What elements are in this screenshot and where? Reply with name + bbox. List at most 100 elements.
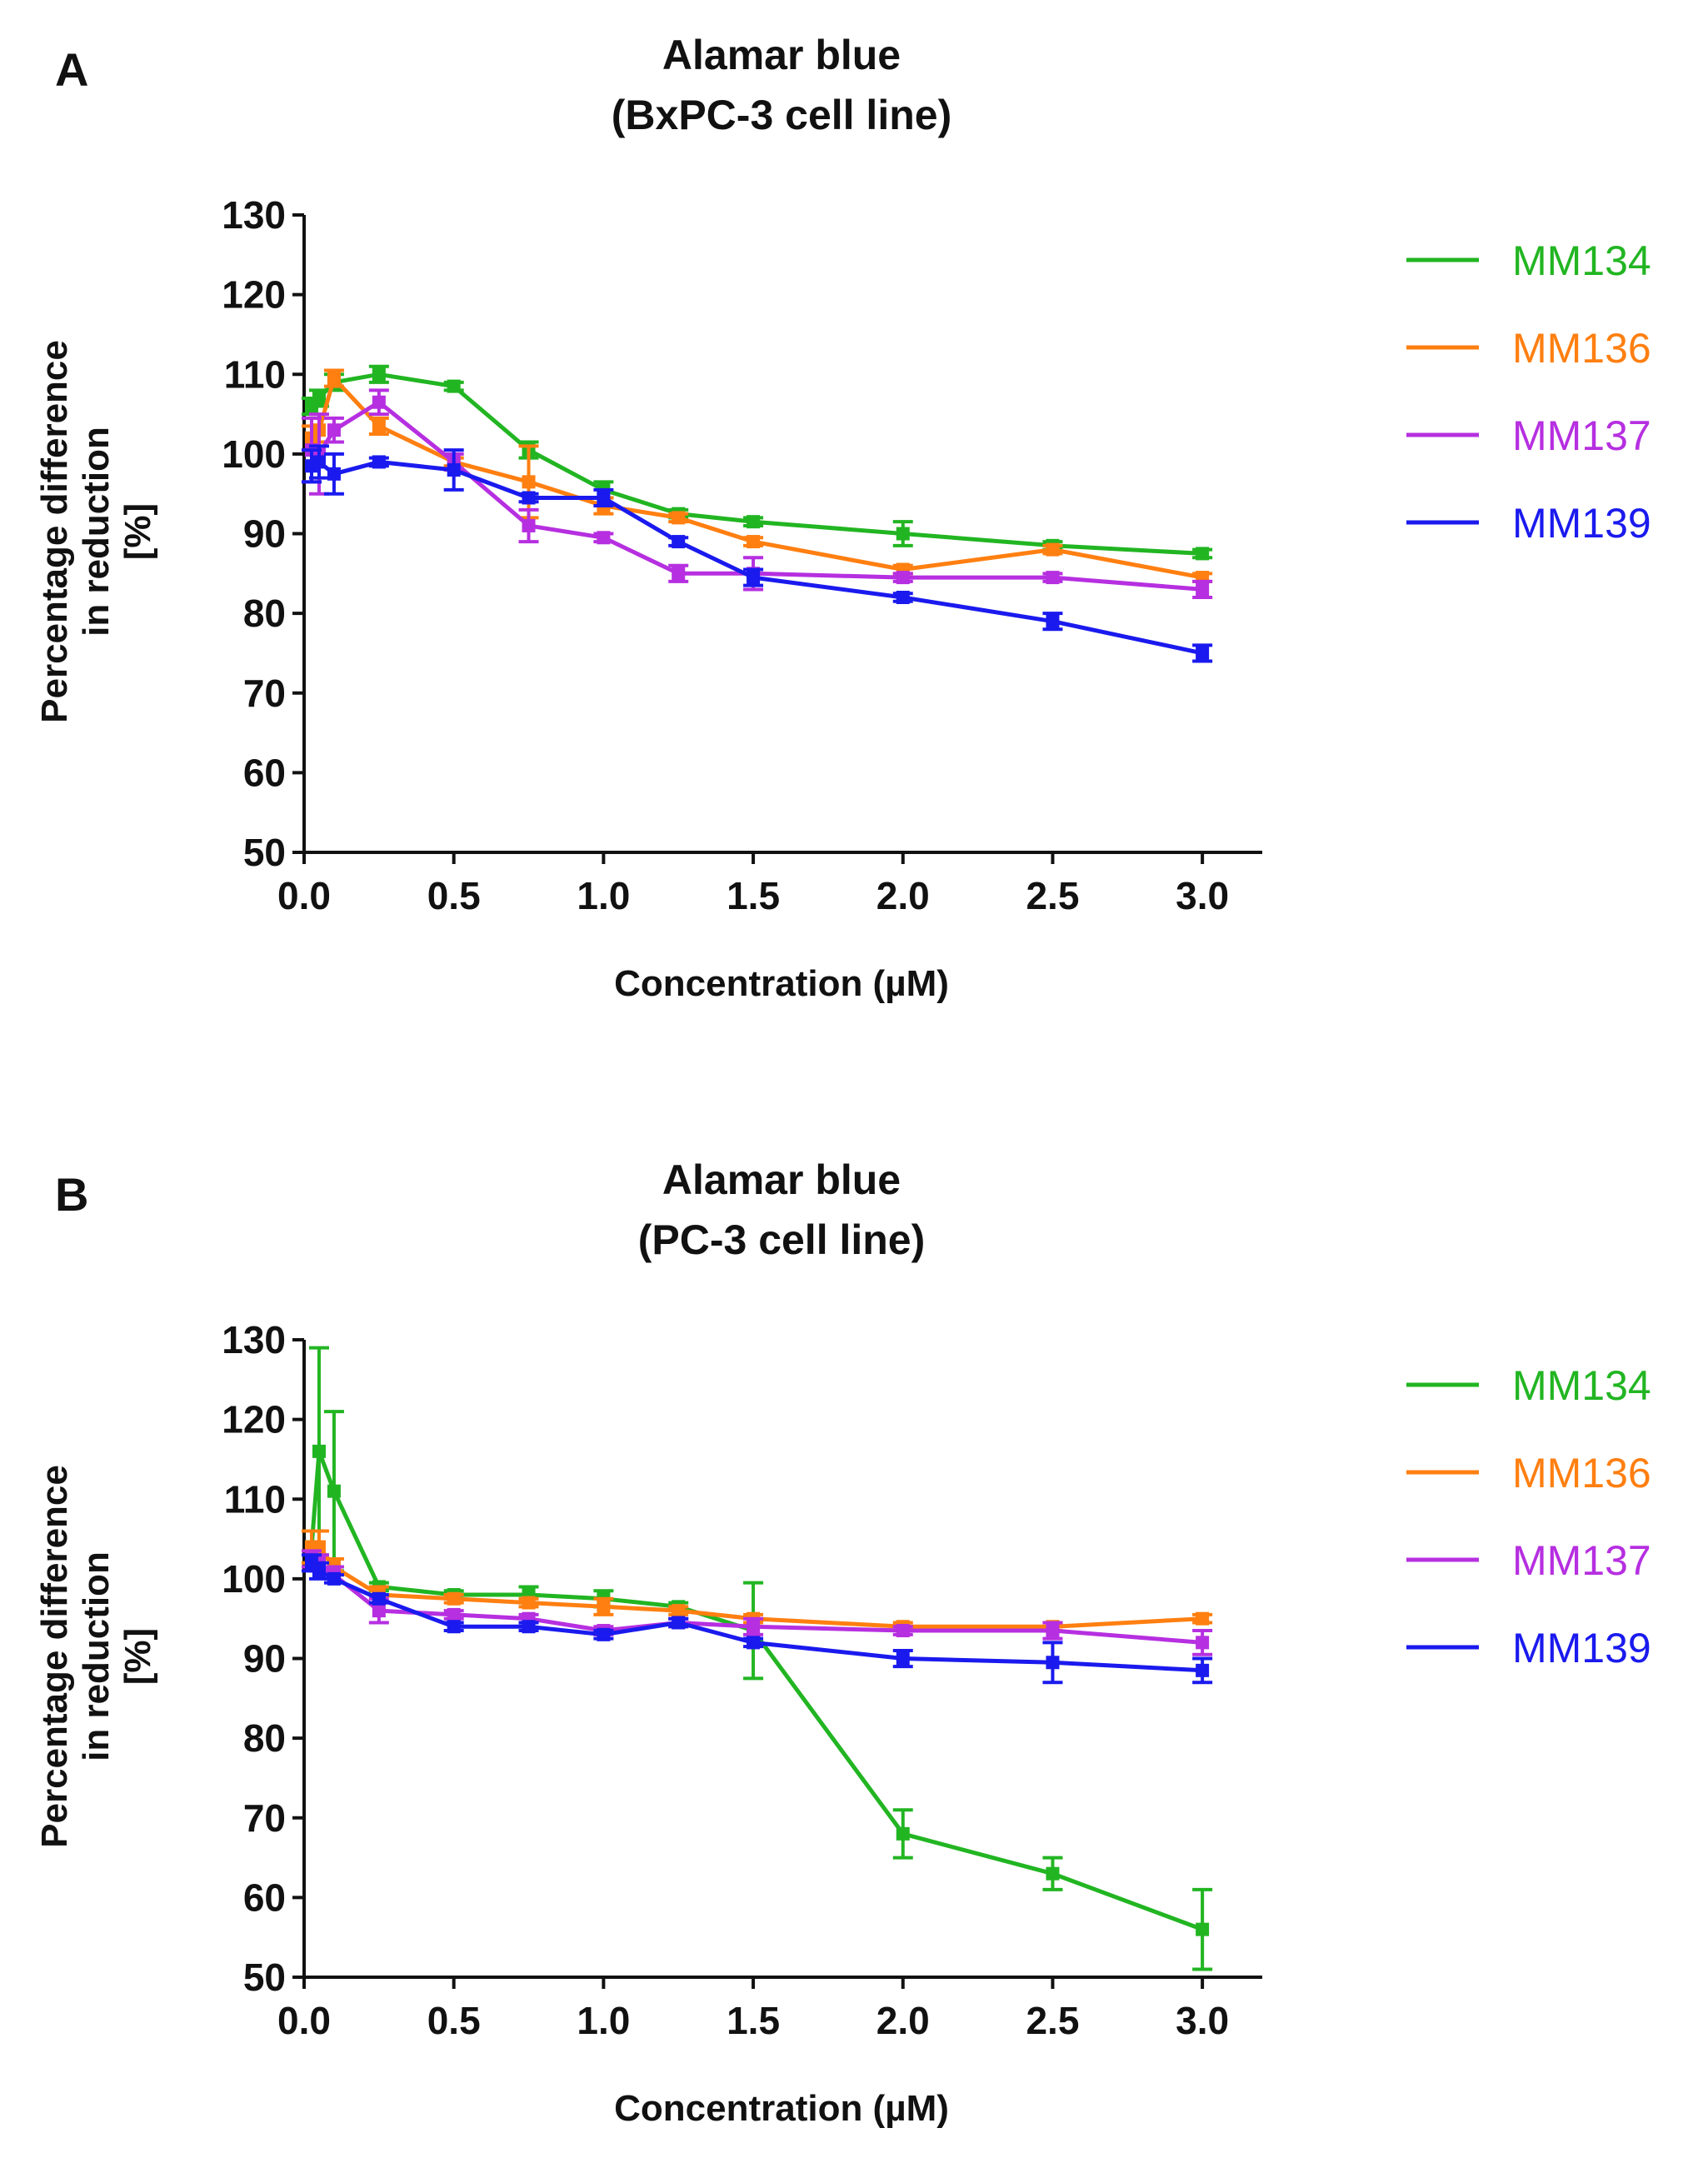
panel-a: A Alamar blue (BxPC-3 cell line) Concent… [34,32,1651,1004]
x-tick-label: 0.0 [277,1999,331,2042]
y-tick-label: 50 [243,831,286,874]
y-tick-label: 130 [222,1318,286,1361]
data-point [312,455,326,469]
y-axis-label-line-1: Percentage difference [34,1465,75,1848]
y-axis-label-line-2: in reduction [76,427,117,637]
series-mm139 [301,444,1213,663]
y-tick-label: 80 [243,592,286,635]
data-point [312,1564,326,1578]
legend-label: MM139 [1512,500,1651,547]
y-tick-label: 70 [243,672,286,715]
series-line [309,1449,1203,1931]
data-point [747,535,761,549]
x-axis-label: Concentration (µM) [614,963,949,1004]
data-point [672,567,686,581]
legend-label: MM139 [1512,1625,1651,1671]
data-point [597,491,611,505]
data-point [447,1620,461,1634]
x-tick-label: 0.0 [277,874,331,917]
y-tick-label: 90 [243,512,286,556]
panel-letter: A [55,43,88,96]
data-point [747,515,761,529]
data-point [896,1624,910,1638]
data-point [447,463,461,477]
legend-label: MM136 [1512,1450,1651,1496]
x-tick-label: 1.0 [577,874,630,917]
data-point [447,1607,461,1621]
legend-item-mm139: MM139 [1406,1625,1651,1671]
data-point [522,1596,536,1610]
y-tick-label: 110 [224,1477,286,1521]
y-tick-label: 50 [243,1956,286,1999]
x-tick-label: 3.0 [1176,874,1229,917]
data-point [327,423,341,437]
data-point [327,467,341,481]
series-mm134 [301,1346,1213,1971]
data-point [597,531,611,545]
data-point [1046,614,1060,628]
data-point [1196,1922,1210,1936]
chart-title: Alamar blue [662,1156,901,1203]
data-point [522,518,536,532]
legend: MM134 MM136 MM137 MM139 [1406,1362,1651,1671]
series-mm137 [301,388,1213,599]
data-point [447,1591,461,1606]
x-tick-label: 3.0 [1176,1999,1229,2042]
y-axis-label-line-2: in reduction [76,1551,117,1761]
chart-subtitle: (BxPC-3 cell line) [612,92,951,138]
legend-label: MM134 [1512,1362,1651,1409]
series-line [310,400,1203,592]
plot-area: 50 60 70 80 90 100 110 120 130 0.0 0.5 1.0 1.5 2.0 2.5… [222,193,1262,917]
data-point [747,571,761,585]
x-tick-label: 1.5 [727,1999,780,2042]
data-point [1196,547,1210,561]
x-axis-label: Concentration (µM) [614,2088,949,2129]
y-tick-label: 100 [222,1557,286,1601]
data-point [327,372,341,386]
data-point [1046,1656,1060,1670]
legend-label: MM137 [1512,1537,1651,1584]
data-point [312,1444,326,1458]
series-mm139 [301,1553,1213,1685]
data-point [747,1620,761,1634]
y-axis-label-line-3: [%] [117,1628,158,1685]
data-point [1046,1624,1060,1638]
data-point [672,1604,686,1618]
data-point [896,591,910,604]
y-tick-label: 130 [222,193,286,237]
x-tick-label: 1.5 [727,874,780,917]
data-point [1196,1611,1210,1626]
legend-item-mm136: MM136 [1406,325,1651,372]
data-point [447,379,461,393]
data-point [312,391,326,405]
chart-title: Alamar blue [662,32,901,78]
legend-label: MM137 [1512,412,1651,459]
y-tick-label: 110 [224,352,286,396]
data-point [522,491,536,505]
y-tick-label: 90 [243,1637,286,1681]
data-point [522,475,536,489]
legend-item-mm139: MM139 [1406,500,1651,547]
data-point [672,511,686,525]
data-point [747,1636,761,1650]
legend-label: MM134 [1512,237,1651,284]
y-tick-label: 120 [222,1398,286,1441]
chart-subtitle: (PC-3 cell line) [638,1216,926,1263]
y-axis-label: Percentage difference in reduction [%] [34,340,158,723]
data-point [672,1616,686,1630]
data-point [1196,646,1210,660]
y-axis-label-line-3: [%] [117,503,158,560]
data-point [372,455,386,469]
legend-item-mm136: MM136 [1406,1450,1651,1496]
data-point [372,1604,386,1618]
data-point [1046,1866,1060,1881]
y-tick-label: 80 [243,1716,286,1760]
data-point [597,1600,611,1614]
x-tick-label: 2.5 [1026,874,1079,917]
x-tick-label: 2.5 [1026,1999,1079,2042]
data-point [672,535,686,549]
data-point [1046,571,1060,585]
y-tick-label: 60 [243,751,286,794]
plot-area: 50 60 70 80 90 100 110 120 130 0.0 0.5 1.0 1.5 2.0 2.5… [222,1318,1262,2042]
x-tick-label: 2.0 [876,874,930,917]
